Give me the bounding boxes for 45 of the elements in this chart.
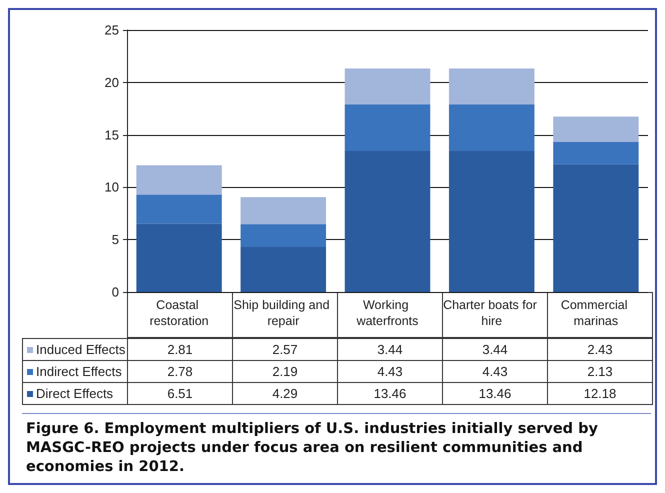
bar (553, 164, 639, 292)
bar (344, 104, 430, 151)
bar (240, 247, 326, 292)
bar (136, 224, 222, 292)
legend-label: Indirect Effects (36, 364, 122, 379)
bar (344, 150, 430, 292)
bar (344, 68, 430, 105)
y-tick-label: 10 (104, 180, 119, 195)
data-label: 2.81 (127, 338, 233, 361)
x-tick-label: Coastal restoration (150, 298, 209, 328)
data-label: 4.29 (232, 382, 338, 405)
bar (553, 116, 639, 142)
bar (448, 68, 534, 105)
bar (448, 104, 534, 151)
data-label: 12.18 (547, 382, 653, 405)
bar (240, 197, 326, 224)
x-tick-label: Working waterfronts (356, 298, 418, 328)
data-label: 2.19 (232, 360, 338, 383)
x-tick-label: Commercial marinas (560, 298, 631, 328)
caption: Figure 6. Employment multipliers of U.S. industries initially served by MASGC-REO projects under focus area on resilient communities and economies in 2012. (26, 420, 599, 477)
x-tick-label: Ship building and repair (234, 298, 333, 328)
bar (136, 194, 222, 224)
data-label: 6.51 (127, 382, 233, 405)
bar (448, 150, 534, 292)
data-label: 2.78 (127, 360, 233, 383)
data-label: 2.57 (232, 338, 338, 361)
bar (136, 165, 222, 195)
data-label: 3.44 (337, 338, 443, 361)
x-tick-label: Charter boats for hire (443, 298, 540, 328)
y-tick-label: 25 (104, 22, 119, 38)
data-label: 4.43 (337, 360, 443, 383)
y-tick-label: 20 (104, 74, 119, 90)
bar (240, 224, 326, 248)
y-tick-label: 0 (112, 284, 119, 300)
data-label: 13.46 (337, 382, 443, 405)
data-label: 2.13 (547, 360, 653, 383)
data-label: 13.46 (442, 382, 548, 405)
data-label: 3.44 (442, 338, 548, 361)
bar (553, 142, 639, 164)
legend-label: Direct Effects (36, 386, 114, 401)
legend-label: Induced Effects (36, 342, 126, 357)
data-label: 4.43 (442, 360, 548, 383)
y-tick-label: 15 (104, 127, 119, 142)
y-tick-label: 5 (112, 232, 119, 248)
data-label: 2.43 (547, 338, 653, 361)
